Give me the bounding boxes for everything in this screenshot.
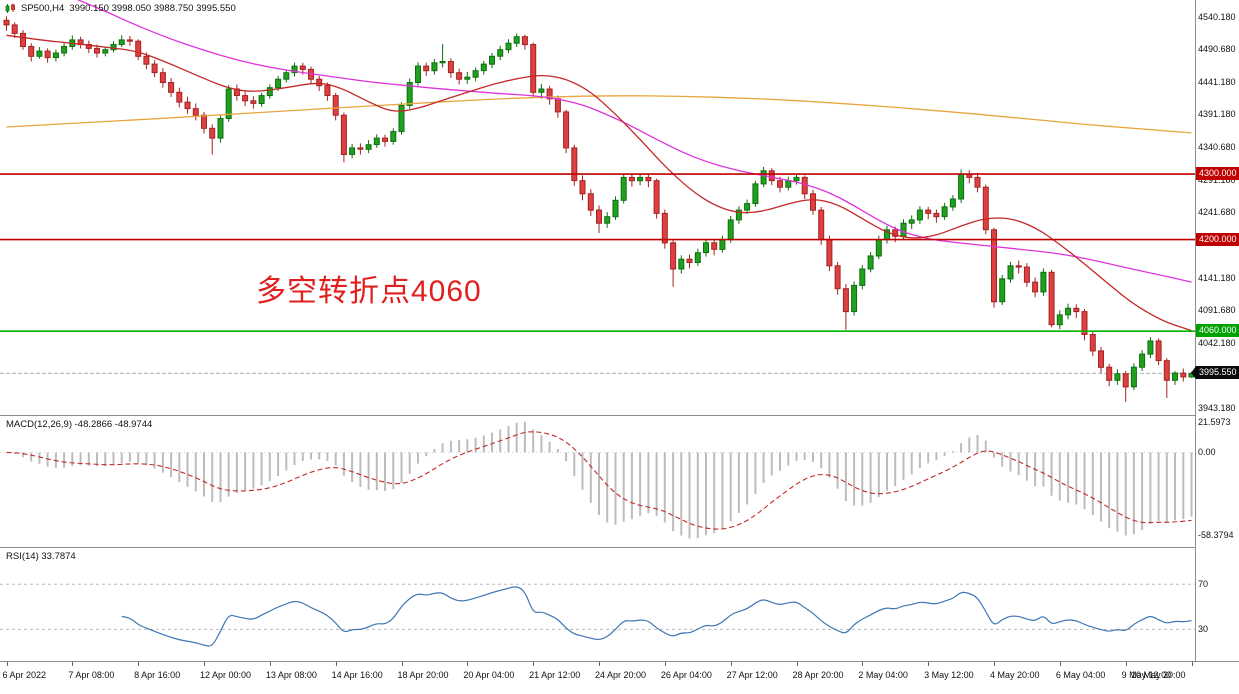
time-axis-tick <box>335 662 337 666</box>
price-axis-label: 4391.180 <box>1198 109 1236 120</box>
rsi-title: RSI(14) 33.7874 <box>6 551 76 562</box>
time-axis-label: 3 May 12:00 <box>924 670 974 680</box>
time-axis-label: 2 May 04:00 <box>858 670 908 680</box>
time-axis-tick <box>599 662 600 666</box>
time-axis-tick <box>730 662 732 666</box>
time-axis-tick <box>138 662 140 666</box>
main-price-chart[interactable] <box>0 0 1195 415</box>
time-axis-tick <box>994 662 995 666</box>
rsi-axis-label: 30 <box>1198 624 1209 635</box>
time-axis-label: 6 Apr 2022 <box>2 670 47 680</box>
time-axis-label: 20 Apr 04:00 <box>463 670 515 680</box>
time-axis-tick <box>467 662 469 666</box>
ma-fast-red <box>6 34 1192 332</box>
time-axis-label: 4 May 20:00 <box>990 670 1040 680</box>
macd-title: MACD(12,26,9) -48.2866 -48.9744 <box>6 419 153 430</box>
time-axis-label: 28 Apr 20:00 <box>792 670 844 680</box>
macd-indicator-panel[interactable] <box>0 416 1195 547</box>
price-axis-label: 4241.680 <box>1198 207 1236 218</box>
axis-separator <box>1195 0 1196 661</box>
chart-header: SP500,H4 3990.150 3998.050 3988.750 3995… <box>5 3 236 14</box>
time-axis-tick <box>1125 662 1127 666</box>
candles <box>3 16 1195 402</box>
time-axis-label: 26 Apr 04:00 <box>660 670 712 680</box>
time-axis-tick <box>1191 662 1193 666</box>
price-axis-label: 4042.180 <box>1198 337 1236 348</box>
ohlc-values: 3990.150 3998.050 3988.750 3995.550 <box>69 3 236 14</box>
price-axis-label: 4141.180 <box>1198 273 1236 284</box>
macd-axis-label: 21.5973 <box>1198 416 1231 427</box>
time-axis-tick <box>533 662 535 666</box>
macd-histogram <box>13 421 1193 539</box>
time-axis-tick <box>928 662 930 666</box>
macd-axis-label: 0.00 <box>1198 447 1216 458</box>
price-badge: 3995.550 <box>1191 366 1239 380</box>
time-axis-tick <box>204 662 205 666</box>
time-axis-tick <box>1059 662 1061 666</box>
time-axis-label: 7 Apr 08:00 <box>68 670 115 680</box>
time-axis-tick <box>269 662 271 666</box>
time-axis-label: 18 Apr 20:00 <box>397 670 449 680</box>
badge-arrow-icon <box>1191 366 1196 380</box>
time-axis-label: 10 May 20:00 <box>1131 670 1186 680</box>
time-axis-tick <box>72 662 74 666</box>
time-axis-tick <box>664 662 666 666</box>
chart-icon <box>5 3 15 13</box>
time-axis-label: 12 Apr 00:00 <box>200 670 252 680</box>
panel-separator <box>0 547 1239 548</box>
price-axis-label: 4441.180 <box>1198 76 1236 87</box>
price-axis-label: 4490.680 <box>1198 44 1236 55</box>
ma-slow-orange <box>6 95 1192 134</box>
price-axis-label: 4340.680 <box>1198 142 1236 153</box>
time-axis-label: 24 Apr 20:00 <box>595 670 647 680</box>
time-axis-label: 21 Apr 12:00 <box>529 670 581 680</box>
panel-separator <box>0 415 1239 416</box>
ma-mid-magenta <box>76 0 1192 283</box>
annotation-text: 多空转折点4060 <box>256 275 482 308</box>
time-axis-label: 27 Apr 12:00 <box>726 670 778 680</box>
time-axis-label: 9 May 12:00 <box>1121 670 1172 680</box>
time-axis-label: 8 Apr 16:00 <box>134 670 181 680</box>
rsi-line <box>121 586 1192 647</box>
time-axis[interactable]: 6 Apr 2022 7 Apr 08:00 8 Apr 16:00 12 Apr 0… <box>0 662 1239 694</box>
time-axis-label: 6 May 04:00 <box>1055 670 1106 680</box>
symbol-title: SP500,H4 <box>21 3 65 14</box>
price-badge: 4300.000 <box>1196 167 1239 181</box>
rsi-indicator-panel[interactable] <box>0 548 1195 661</box>
time-axis-label: 13 Apr 08:00 <box>265 670 317 680</box>
price-axis[interactable]: 4540.180 4490.680 4441.180 4391.180 4340.680… <box>1191 0 1239 661</box>
time-axis-tick <box>401 662 403 666</box>
macd-axis-label: -58.3794 <box>1198 529 1234 540</box>
time-axis-label: 14 Apr 16:00 <box>331 670 383 680</box>
time-axis-tick <box>862 662 864 666</box>
rsi-axis-label: 70 <box>1198 579 1209 590</box>
macd-signal-line <box>6 431 1192 530</box>
price-badge: 4200.000 <box>1196 232 1239 246</box>
time-axis-tick <box>796 662 798 666</box>
panel-separator <box>0 661 1239 662</box>
price-badge: 4060.000 <box>1196 324 1239 338</box>
time-axis-tick <box>6 662 8 666</box>
price-axis-label: 3943.180 <box>1198 402 1236 413</box>
price-axis-label: 4540.180 <box>1198 11 1236 22</box>
price-axis-label: 4091.680 <box>1198 305 1236 316</box>
